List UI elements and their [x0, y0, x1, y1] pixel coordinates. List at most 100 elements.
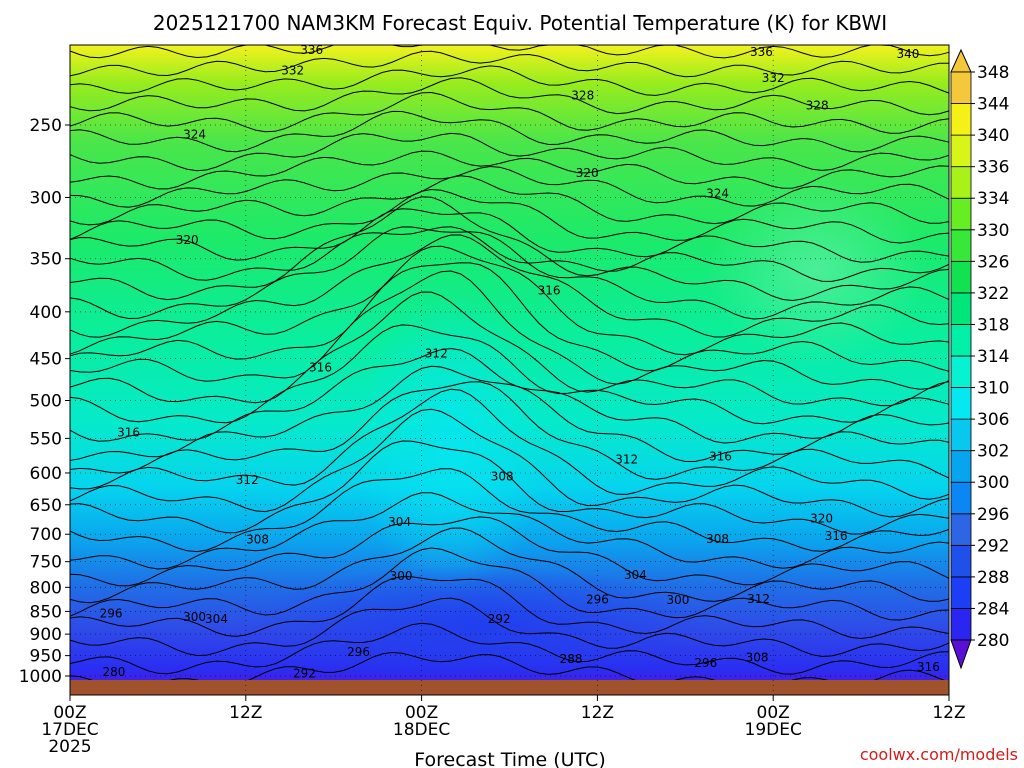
colorbar-segment	[950, 387, 972, 420]
colorbar-segment	[950, 103, 972, 136]
colorbar-segment	[950, 166, 972, 199]
colorbar-segment	[950, 608, 972, 641]
plot-frame	[69, 44, 950, 696]
contour-label-group: 340	[897, 47, 920, 61]
y-tick-label: 550	[30, 429, 62, 449]
contour-label-group: 312	[236, 473, 259, 487]
colorbar-bottom-arrow	[950, 639, 972, 670]
contour-line	[69, 44, 950, 59]
contour-label: 316	[117, 426, 140, 440]
colorbar-segment	[950, 71, 972, 104]
contour-label: 296	[694, 656, 717, 670]
contour-line	[69, 347, 950, 444]
contour-label-group: 304	[205, 612, 228, 626]
contour-line	[69, 388, 950, 500]
contour-label: 296	[347, 645, 370, 659]
contour-label-group: 328	[806, 98, 829, 112]
colorbar-label: 334	[977, 189, 1009, 209]
contour-line	[69, 65, 950, 96]
y-tick-label: 450	[30, 350, 62, 370]
colorbar-segment	[950, 481, 972, 515]
contour-label-group: 320	[176, 233, 199, 247]
contour-label: 304	[388, 515, 411, 529]
contour-line	[69, 576, 950, 640]
contour-label: 328	[571, 88, 594, 102]
contour-label: 320	[576, 166, 599, 180]
colorbar-label: 306	[977, 410, 1009, 430]
contour-line	[69, 324, 950, 425]
x-tick-label: 18DEC	[393, 720, 450, 740]
contour-label-group: 280	[102, 665, 125, 679]
contour-line	[69, 208, 950, 263]
x-tick-label: 2025	[48, 737, 91, 757]
plot-area	[69, 44, 950, 695]
y-tick-label: 350	[30, 250, 62, 270]
axes: 250 300 350 400 450 500 550 600 650 700 750 800 850 9…	[19, 44, 966, 757]
contour-line	[69, 468, 950, 553]
contour-label: 340	[897, 47, 920, 61]
contour-label: 320	[176, 233, 199, 247]
contour-label-group: 308	[491, 469, 514, 483]
contour-line	[69, 527, 950, 604]
contour-label: 312	[425, 346, 448, 360]
contour-label: 312	[747, 592, 770, 606]
warm-plume	[355, 295, 546, 596]
y-tick-label: 400	[30, 303, 62, 323]
contour-label-group: 316	[709, 450, 732, 464]
colorbar-segment	[950, 229, 972, 262]
contour-line	[69, 365, 950, 462]
y-tick-label: 600	[30, 464, 62, 484]
contour-label: 336	[300, 43, 323, 57]
y-tick-label: 750	[30, 553, 62, 573]
contour-label: 332	[281, 64, 304, 78]
colorbar-segment	[950, 576, 972, 609]
contour-label-group: 288	[560, 652, 583, 666]
contour-label: 292	[488, 612, 511, 626]
contour-label-group: 304	[624, 568, 647, 582]
contour-label-group: 296	[347, 645, 370, 659]
contour-label: 280	[102, 665, 125, 679]
y-tick-label: 800	[30, 578, 62, 598]
colorbar-label: 296	[977, 505, 1009, 525]
contour-label-group: 308	[746, 650, 769, 664]
contour-line	[69, 234, 950, 338]
x-axis-label: Forecast Time (UTC)	[414, 749, 605, 768]
colorbar-segment	[950, 260, 972, 294]
contour-label: 300	[667, 593, 690, 607]
contour-line	[69, 408, 950, 518]
contour-label: 324	[706, 186, 729, 200]
contour-label-group: 308	[706, 532, 729, 546]
contour-label: 304	[205, 612, 228, 626]
contour-label-group: 336	[750, 45, 773, 59]
colorbar-segment	[950, 355, 972, 388]
contour-label: 328	[806, 98, 829, 112]
contour-label-group: 296	[100, 607, 123, 621]
x-tick-label: 00Z	[53, 703, 86, 723]
contour-label: 332	[762, 71, 785, 85]
contour-line	[69, 110, 950, 153]
contour-label-group: 336	[300, 43, 323, 57]
y-tick-label: 950	[30, 647, 62, 667]
y-tick-label: 650	[30, 496, 62, 516]
contour-label: 296	[586, 593, 609, 607]
x-tick-label: 00Z	[757, 703, 790, 723]
contour-line	[69, 291, 950, 407]
contour-label: 316	[917, 660, 940, 674]
colorbar-segment	[950, 544, 972, 578]
x-tick-label: 17DEC	[41, 720, 98, 740]
contour-label-group: 316	[825, 529, 848, 543]
colorbar-label: 288	[977, 568, 1009, 588]
contour-line	[69, 50, 950, 78]
contour-label-group: 316	[917, 660, 940, 674]
contour-line	[69, 492, 950, 570]
y-tick-label: 700	[30, 525, 62, 545]
contour-label-group: 312	[425, 346, 448, 360]
contour-label: 308	[491, 469, 514, 483]
colorbar-label: 314	[977, 347, 1009, 367]
contour-label: 288	[560, 652, 583, 666]
contour-label-group: 308	[246, 532, 269, 546]
contour-label-group: 328	[571, 88, 594, 102]
contour-label: 320	[810, 512, 833, 526]
contour-label: 316	[538, 283, 561, 297]
contour-line	[69, 188, 950, 244]
